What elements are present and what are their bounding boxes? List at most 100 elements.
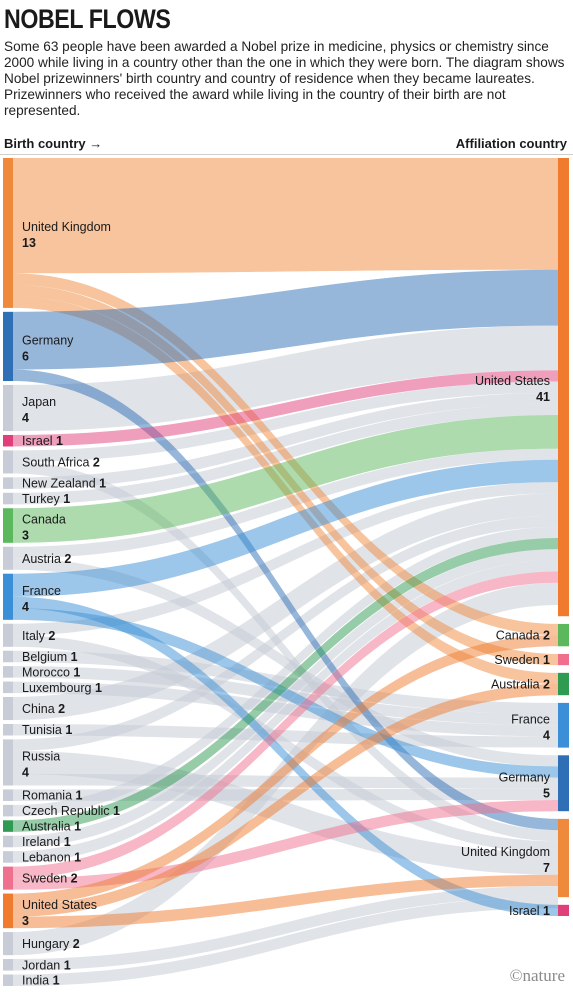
target-label-germany: Germany (499, 770, 551, 784)
flow-germany-to-united-kingdom (13, 369, 558, 831)
source-node-france (3, 573, 13, 620)
source-node-canada (3, 508, 13, 543)
target-node-france (558, 702, 569, 748)
source-node-italy (3, 623, 13, 647)
source-label-belgium: Belgium 1 (22, 650, 78, 664)
target-node-canada (558, 623, 569, 647)
flow-italy-to-united-kingdom (13, 635, 558, 853)
flow-group (13, 158, 558, 986)
source-node-russia (3, 739, 13, 786)
flow-lebanon-to-united-states (13, 560, 558, 863)
flow-united-kingdom-to-united-states (13, 158, 558, 274)
source-count-tunisia: 1 (65, 723, 72, 737)
flow-germany-to-united-states (13, 269, 558, 370)
source-label-germany: Germany (22, 333, 74, 347)
flow-united-states-to-united-kingdom (13, 874, 558, 929)
target-node-australia (558, 672, 569, 696)
source-label-united-kingdom: United Kingdom (22, 220, 111, 234)
source-count-lebanon: 1 (74, 850, 81, 864)
source-count-morocco: 1 (73, 665, 80, 679)
flow-united-states-to-australia (13, 684, 558, 917)
flow-israel-to-united-states (13, 370, 558, 447)
source-label-sweden: Sweden 2 (22, 872, 78, 886)
source-node-turkey (3, 492, 13, 505)
source-label-israel: Israel 1 (22, 434, 63, 448)
source-node-china (3, 697, 13, 721)
source-count-sweden: 2 (71, 872, 78, 886)
target-label-france: France (511, 712, 550, 726)
source-node-romania (3, 789, 13, 801)
target-label-israel: Israel 1 (509, 904, 550, 918)
source-node-lebanon (3, 851, 13, 863)
source-count-turkey: 1 (63, 492, 70, 506)
source-label-south-africa: South Africa 2 (22, 455, 100, 469)
flow-china-to-united-states (13, 493, 558, 721)
source-label-hungary: Hungary 2 (22, 937, 80, 951)
target-node-germany (558, 755, 569, 812)
source-count-india: 1 (53, 974, 60, 988)
flow-new-zealand-to-united-states (13, 392, 558, 489)
flow-japan-to-united-states (13, 325, 558, 432)
flow-india-to-united-kingdom (13, 897, 558, 986)
flow-tunisia-to-france (13, 723, 558, 748)
flow-united-states-to-canada (13, 635, 558, 906)
node-group (3, 158, 569, 986)
source-node-united-states (3, 893, 13, 929)
source-node-belgium (3, 650, 13, 663)
target-count-australia: 2 (543, 678, 550, 692)
source-node-japan (3, 384, 13, 432)
source-label-united-states: United States (22, 898, 97, 912)
source-node-germany (3, 311, 13, 382)
source-label-austria: Austria 2 (22, 552, 71, 566)
target-count-germany: 5 (543, 786, 550, 800)
source-node-australia (3, 820, 13, 832)
source-label-japan: Japan (22, 395, 56, 409)
target-count-sweden: 1 (543, 653, 550, 667)
source-node-south-africa (3, 450, 13, 474)
source-label-tunisia: Tunisia 1 (22, 723, 72, 737)
source-count-hungary: 2 (73, 937, 80, 951)
source-count-luxembourg: 1 (95, 681, 102, 695)
source-label-canada: Canada (22, 513, 66, 527)
source-label-lebanon: Lebanon 1 (22, 850, 81, 864)
source-node-india (3, 974, 13, 986)
chart-title: NOBEL FLOWS (4, 4, 171, 34)
source-label-ireland: Ireland 1 (22, 835, 71, 849)
target-node-sweden (558, 653, 569, 666)
source-count-jordan: 1 (64, 958, 71, 972)
target-node-israel (558, 904, 569, 916)
source-label-czech-republic: Czech Republic 1 (22, 804, 120, 818)
source-node-united-kingdom (3, 158, 13, 308)
source-node-czech-republic (3, 804, 13, 817)
target-label-canada: Canada 2 (496, 629, 550, 643)
source-count-france: 4 (22, 600, 29, 614)
target-label-united-states: United States (475, 374, 550, 388)
flow-austria-to-united-states (13, 448, 558, 559)
source-count-australia: 1 (74, 820, 81, 834)
flow-sweden-to-germany (13, 800, 558, 890)
flow-jordan-to-united-kingdom (13, 885, 558, 971)
source-label-romania: Romania 1 (22, 789, 83, 803)
affiliation-country-axis-label: Affiliation country (455, 136, 567, 151)
source-count-canada: 3 (22, 529, 29, 543)
source-count-south-africa: 2 (93, 455, 100, 469)
source-label-turkey: Turkey 1 (22, 492, 70, 506)
flow-france-to-united-states (13, 459, 558, 597)
source-label-china: China 2 (22, 702, 65, 716)
source-count-ireland: 1 (64, 835, 71, 849)
target-count-france: 4 (543, 728, 550, 742)
source-count-belgium: 1 (71, 650, 78, 664)
nature-watermark: ©nature (509, 966, 565, 985)
target-node-united-kingdom (558, 818, 569, 898)
source-count-japan: 4 (22, 411, 29, 425)
source-label-australia: Australia 1 (22, 820, 81, 834)
chart-subtitle: Some 63 people have been awarded a Nobel… (4, 39, 565, 118)
source-node-tunisia (3, 723, 13, 736)
source-count-romania: 1 (76, 789, 83, 803)
source-node-luxembourg (3, 681, 13, 694)
source-count-austria: 2 (64, 552, 71, 566)
source-label-new-zealand: New Zealand 1 (22, 477, 106, 491)
flow-france-to-israel (13, 596, 558, 916)
